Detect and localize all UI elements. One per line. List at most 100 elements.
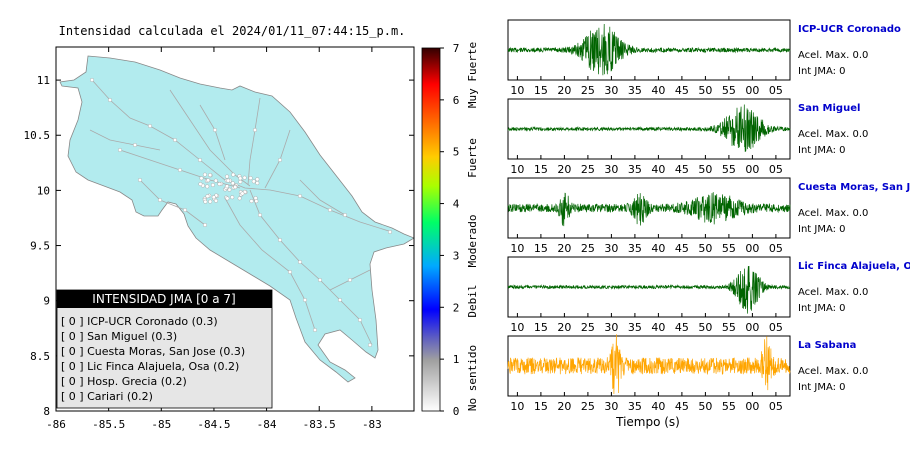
legend-box <box>56 289 273 409</box>
seismogram-tick-label: 10 <box>510 84 524 97</box>
legend-entry: [ 0 ] Cuesta Moras, San Jose (0.3) <box>61 345 245 358</box>
station-dot <box>388 229 393 234</box>
legend-entry: [ 0 ] Lic Finca Alajuela, Osa (0.2) <box>61 360 239 373</box>
map-x-tick-label: -86 <box>46 418 66 431</box>
station-dot <box>298 193 303 198</box>
seismogram-tick-label: 00 <box>745 163 759 176</box>
colorbar-gradient <box>421 47 441 412</box>
seismogram-tick-label: 35 <box>628 163 642 176</box>
seismogram-trace <box>507 192 791 227</box>
seismogram-panel: 10 15 20 25 30 35 40 45 50 55 00 05 Lic Finca Alajue… <box>507 256 910 334</box>
map-y-tick-label: 9 <box>43 295 50 308</box>
station-acel-max: Acel. Max. 0.0 <box>798 129 868 140</box>
station-dot <box>208 199 213 204</box>
station-dot <box>214 198 219 203</box>
station-dot <box>182 207 187 212</box>
station-dot <box>202 172 207 177</box>
station-dot <box>237 196 242 201</box>
intensity-legend: INTENSIDAD JMA [0 a 7] [ 0 ] ICP-UCR Cor… <box>56 289 273 409</box>
seismogram-tick-label: 35 <box>628 242 642 255</box>
seismogram-trace <box>507 104 791 153</box>
seismogram-tick-label: 00 <box>745 84 759 97</box>
seismogram-tick-label: 15 <box>534 84 548 97</box>
map-x-tick-label: -84 <box>257 418 277 431</box>
station-acel-max: Acel. Max. 0.0 <box>798 208 868 219</box>
seismogram-tick-label: 50 <box>698 400 712 413</box>
station-name: Cuesta Moras, San Jose <box>798 182 910 193</box>
seismogram-tick-label: 50 <box>698 163 712 176</box>
station-dot <box>202 222 207 227</box>
seismogram-tick-label: 10 <box>510 242 524 255</box>
seismogram-tick-label: 40 <box>651 321 665 334</box>
station-dot <box>358 318 363 323</box>
seismogram-tick-label: 25 <box>581 163 595 176</box>
seismogram-tick-label: 40 <box>651 242 665 255</box>
seismogram-tick-label: 55 <box>722 321 736 334</box>
map-x-tick-label: -84.5 <box>197 418 230 431</box>
station-dot <box>252 127 257 132</box>
seismogram-panels: 10 15 20 25 30 35 40 45 50 55 00 05 ICP-UCR Coronado… <box>507 19 910 413</box>
seismogram-tick-label: 30 <box>604 242 618 255</box>
station-dot <box>199 176 204 181</box>
seismogram-tick-label: 20 <box>557 321 571 334</box>
seismogram-x-label: Tiempo (s) <box>615 415 680 429</box>
map-x-tick-label: -85 <box>151 418 171 431</box>
station-int-jma: Int JMA: 0 <box>798 303 846 314</box>
legend-entry: [ 0 ] Hosp. Grecia (0.2) <box>61 375 187 388</box>
station-dot <box>89 77 94 82</box>
colorbar-category-label: Fuerte <box>466 138 479 178</box>
seismogram-tick-label: 50 <box>698 321 712 334</box>
colorbar-category-label: Muy Fuerte <box>466 42 479 108</box>
colorbar-category-label: Moderado <box>466 215 479 268</box>
colorbar-tick-label: 5 <box>453 146 460 159</box>
legend-entry: [ 0 ] Cariari (0.2) <box>61 390 153 403</box>
legend-entry: [ 0 ] San Miguel (0.3) <box>61 330 177 343</box>
seismogram-tick-label: 20 <box>557 163 571 176</box>
seismogram-tick-label: 55 <box>722 84 736 97</box>
station-dot <box>348 278 353 283</box>
station-dot <box>198 182 203 187</box>
seismogram-tick-label: 20 <box>557 242 571 255</box>
seismogram-tick-label: 25 <box>581 400 595 413</box>
station-int-jma: Int JMA: 0 <box>798 66 846 77</box>
station-dot <box>240 191 245 196</box>
seismogram-tick-label: 05 <box>769 163 783 176</box>
station-dot <box>238 176 243 181</box>
seismogram-tick-label: 50 <box>698 84 712 97</box>
station-dot <box>233 185 238 190</box>
colorbar-tick-label: 6 <box>453 94 460 107</box>
station-dot <box>251 179 256 184</box>
station-dot <box>253 196 258 201</box>
seismogram-tick-label: 05 <box>769 242 783 255</box>
station-dot <box>137 177 142 182</box>
colorbar-category-label: No sentido <box>466 345 479 411</box>
station-dot <box>242 175 247 180</box>
station-dot <box>278 157 283 162</box>
map-frame <box>55 46 415 412</box>
station-name: ICP-UCR Coronado <box>798 24 901 35</box>
station-dot <box>210 183 215 188</box>
seismogram-tick-label: 10 <box>510 400 524 413</box>
station-dot <box>318 278 323 283</box>
colorbar-tick-label: 2 <box>453 301 460 314</box>
station-dot <box>117 147 122 152</box>
station-acel-max: Acel. Max. 0.0 <box>798 287 868 298</box>
station-dot <box>303 298 308 303</box>
map-x-axis: -86 -85.5 -85 -84.5 -84 -83.5 -83 <box>46 47 382 431</box>
seismogram-trace <box>507 265 791 314</box>
station-dot <box>313 328 318 333</box>
colorbar-tick-label: 3 <box>453 249 460 262</box>
seismogram-panel: 10 15 20 25 30 35 40 45 50 55 00 05 La Sabana Acel. M… <box>507 334 868 413</box>
seismogram-tick-label: 55 <box>722 400 736 413</box>
station-acel-max: Acel. Max. 0.0 <box>798 366 868 377</box>
colorbar-tick-label: 0 <box>453 405 460 418</box>
seismogram-tick-label: 15 <box>534 242 548 255</box>
station-dot <box>225 196 230 201</box>
station-dot <box>328 207 333 212</box>
station-dot <box>107 97 112 102</box>
seismogram-tick-label: 05 <box>769 84 783 97</box>
station-int-jma: Int JMA: 0 <box>798 382 846 393</box>
legend-entry: [ 0 ] ICP-UCR Coronado (0.3) <box>61 315 218 328</box>
map-y-tick-label: 10.5 <box>24 129 51 142</box>
